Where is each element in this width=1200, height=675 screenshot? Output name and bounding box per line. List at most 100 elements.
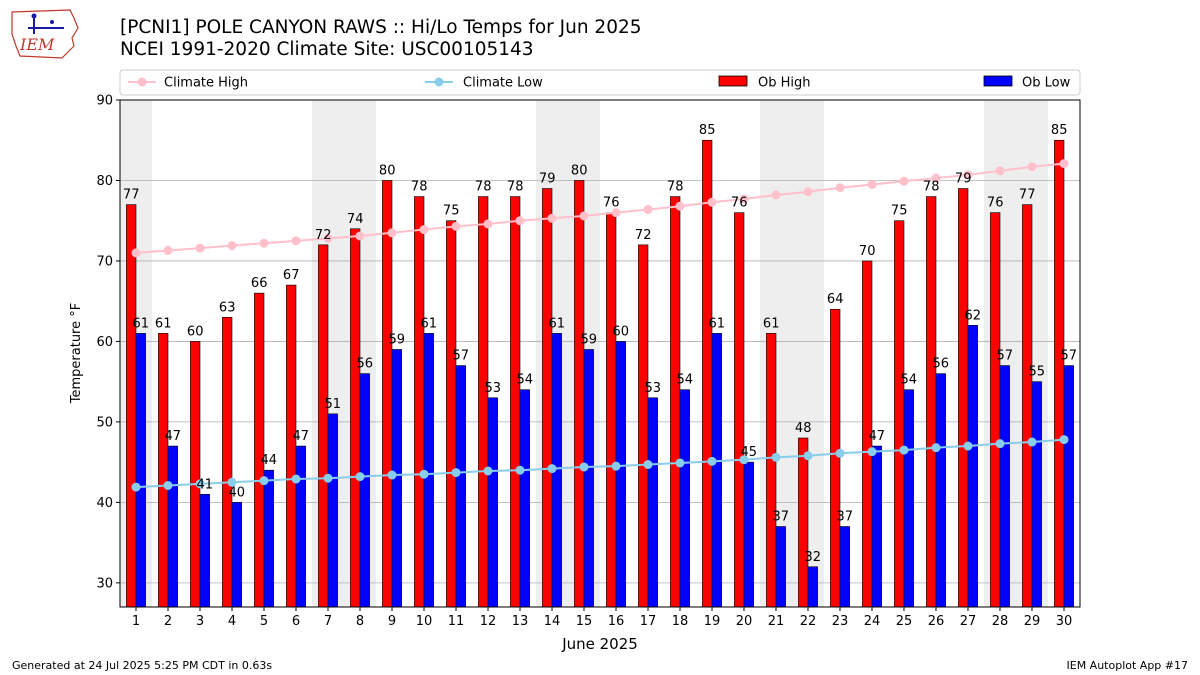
ob-low-label-20: 45 (741, 445, 758, 460)
climate-high-point-3 (195, 243, 205, 253)
climate-low-line (135, 438, 1065, 489)
climate-low-point-18 (675, 458, 685, 468)
climate-high-point-12 (483, 219, 493, 229)
ob-high-label-16: 76 (603, 196, 620, 211)
ob-low-bar-18 (679, 389, 690, 608)
ob-high-bar-19 (702, 139, 713, 608)
ob-low-bar-15 (583, 349, 594, 608)
ob-high-bar-7 (318, 244, 329, 608)
ob-low-label-9: 59 (389, 332, 406, 347)
climate-low-point-3 (195, 479, 205, 489)
y-tick-label-50: 50 (96, 415, 113, 430)
climate-low-point-14 (547, 464, 557, 474)
ob-low-label-11: 57 (453, 349, 470, 364)
ob-high-label-9: 80 (379, 163, 396, 178)
x-tick-label-26: 26 (928, 614, 945, 629)
ob-high-label-29: 77 (1019, 188, 1036, 203)
ob-high-label-27: 79 (955, 172, 972, 187)
legend: Climate High Climate Low Ob High Ob Low (119, 69, 1081, 96)
climate-low-point-25 (899, 445, 909, 455)
climate-low-point-2 (163, 480, 173, 490)
ob-low-bar-25 (903, 389, 914, 608)
ob-low-label-18: 54 (677, 373, 694, 388)
ob-low-label-16: 60 (613, 324, 630, 339)
ob-high-bar-28 (990, 212, 1001, 608)
y-tick-label-60: 60 (96, 335, 113, 350)
logo-text: IEM (19, 35, 55, 54)
x-tick-label-19: 19 (704, 614, 721, 629)
ob-high-label-6: 67 (283, 268, 300, 283)
ob-high-bar-2 (158, 333, 169, 608)
ob-high-bar-17 (638, 244, 649, 608)
x-tick-label-4: 4 (228, 614, 236, 629)
data-labels: 77 61 61 47 60 41 63 40 66 44 67 47 72 51 74 56 80 59 78 61… (123, 123, 1077, 565)
ob-low-label-2: 47 (165, 429, 182, 444)
bars (126, 139, 1074, 608)
legend-item-climate-low: Climate Low (425, 76, 543, 91)
ob-low-label-26: 56 (933, 357, 950, 372)
generated-timestamp: Generated at 24 Jul 2025 5:25 PM CDT in … (12, 659, 273, 672)
legend-item-ob-low: Ob Low (983, 75, 1071, 91)
chart-subtitle: NCEI 1991-2020 Climate Site: USC00105143 (120, 39, 534, 60)
y-axis-label: Temperature °F (69, 303, 84, 404)
climate-low-point-19 (707, 456, 717, 466)
climate-low-point-4 (227, 477, 237, 487)
ob-high-bar-9 (382, 180, 393, 608)
ob-high-bar-6 (286, 284, 297, 608)
ob-low-bar-12 (487, 397, 498, 608)
legend-ob-high-swatch (718, 75, 748, 87)
app-credit: IEM Autoplot App #17 (1066, 659, 1189, 672)
climate-high-point-15 (579, 211, 589, 221)
climate-low-point-10 (419, 469, 429, 479)
ob-low-label-1: 61 (133, 316, 150, 331)
climate-high-point-21 (771, 190, 781, 200)
ob-high-bar-16 (606, 212, 617, 608)
climate-high-point-22 (803, 187, 813, 197)
ob-low-label-24: 47 (869, 429, 886, 444)
ob-high-bar-11 (446, 220, 457, 608)
ob-high-bar-3 (190, 341, 201, 608)
ob-high-bar-21 (766, 333, 777, 608)
ob-low-bar-21 (775, 526, 786, 608)
legend-climate-low-label: Climate Low (463, 76, 543, 91)
ob-high-bar-1 (126, 204, 137, 608)
legend-ob-low-swatch (983, 75, 1013, 87)
climate-high-point-28 (995, 166, 1005, 176)
x-tick-label-30: 30 (1056, 614, 1073, 629)
x-tick-label-16: 16 (608, 614, 625, 629)
ob-high-label-30: 85 (1051, 123, 1068, 138)
ob-high-bar-18 (670, 196, 681, 608)
climate-high-point-2 (163, 245, 173, 255)
ob-low-bar-3 (199, 494, 210, 608)
chart-title: [PCNI1] POLE CANYON RAWS :: Hi/Lo Temps … (120, 17, 642, 38)
ob-high-label-23: 64 (827, 292, 844, 307)
ob-high-bar-20 (734, 212, 745, 608)
x-tick-label-15: 15 (576, 614, 593, 629)
climate-low-point-11 (451, 468, 461, 478)
x-tick-label-25: 25 (896, 614, 913, 629)
ob-low-bar-13 (519, 389, 530, 608)
climate-low-point-15 (579, 462, 589, 472)
ob-low-label-21: 37 (773, 510, 790, 525)
x-tick-label-20: 20 (736, 614, 753, 629)
climate-high-line (135, 162, 1065, 254)
x-tick-label-6: 6 (292, 614, 300, 629)
climate-high-point-1 (131, 248, 141, 258)
x-tick-label-10: 10 (416, 614, 433, 629)
ob-low-label-17: 53 (645, 381, 662, 396)
ob-low-bar-19 (711, 333, 722, 608)
x-tick-label-12: 12 (480, 614, 497, 629)
x-tick-label-22: 22 (800, 614, 817, 629)
ob-high-label-3: 60 (187, 324, 204, 339)
ob-low-label-13: 54 (517, 373, 534, 388)
climate-high-point-7 (323, 233, 333, 243)
ob-high-bar-8 (350, 228, 361, 608)
ob-high-bar-25 (894, 220, 905, 608)
ob-low-bar-27 (967, 325, 978, 608)
y-tick-label-30: 30 (96, 576, 113, 591)
ob-low-label-27: 62 (965, 308, 982, 323)
ob-low-bar-28 (999, 365, 1010, 608)
ob-high-label-15: 80 (571, 163, 588, 178)
y-tick-label-90: 90 (96, 94, 113, 109)
